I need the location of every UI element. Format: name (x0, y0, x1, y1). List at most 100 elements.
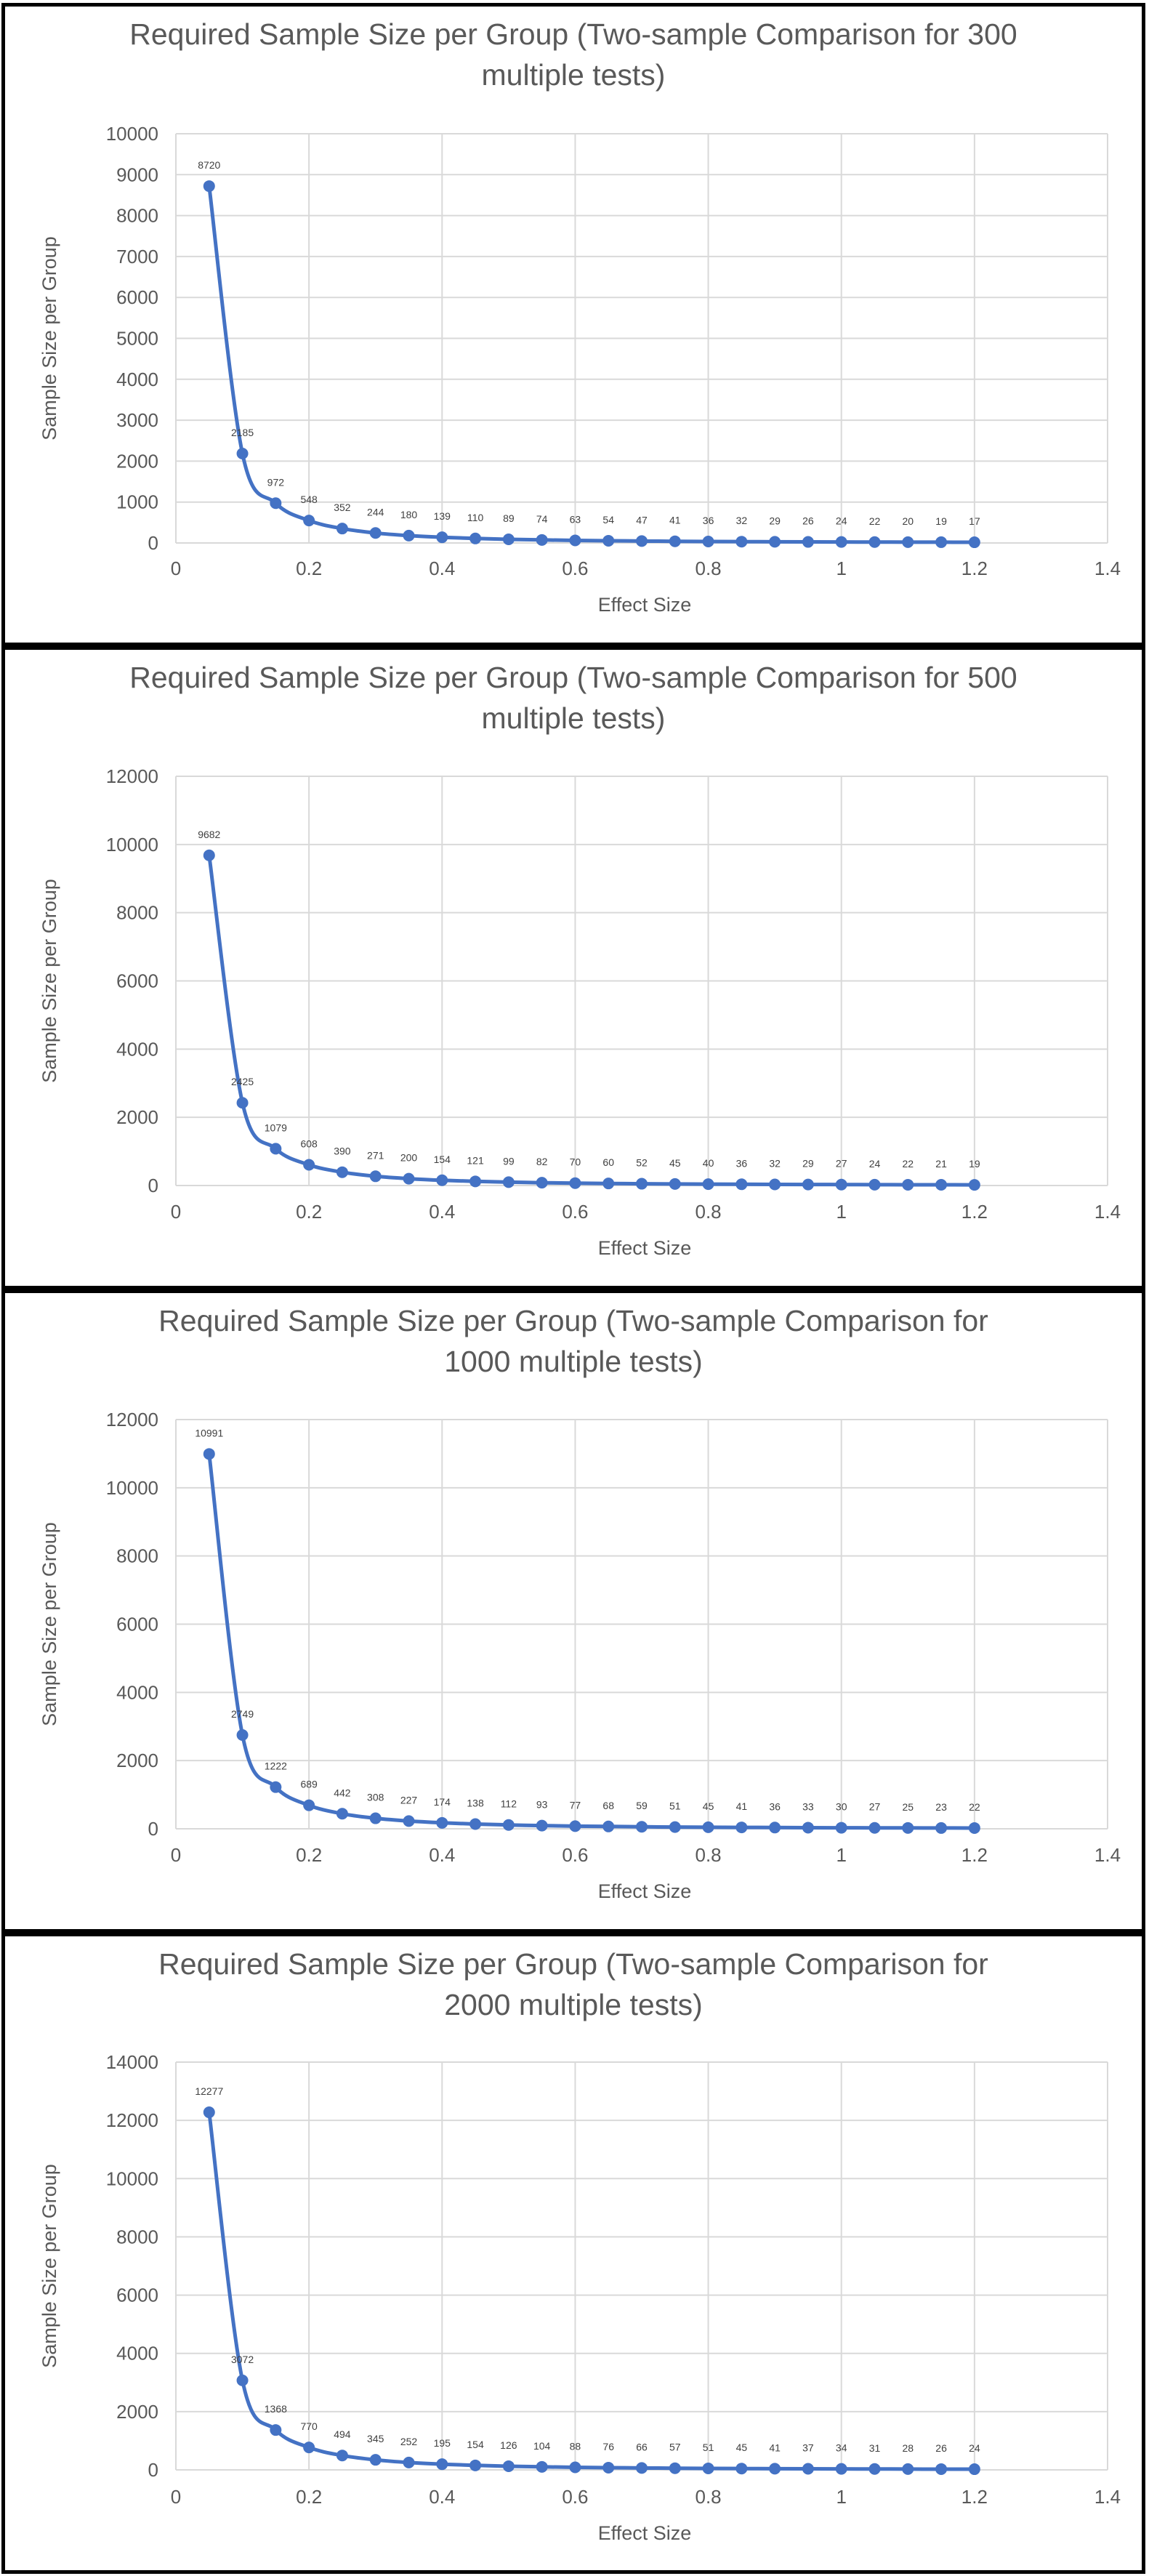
data-label: 180 (400, 509, 418, 520)
data-point (802, 536, 814, 548)
data-point (403, 1815, 415, 1827)
data-point (536, 1177, 548, 1189)
y-axis-label: Sample Size per Group (39, 2164, 60, 2368)
y-tick-label: 2000 (116, 1750, 158, 1771)
data-label: 45 (703, 1800, 714, 1812)
data-label: 23 (935, 1801, 947, 1813)
data-label: 70 (570, 1156, 581, 1168)
x-tick-label: 1.4 (1094, 1201, 1121, 1223)
data-point (336, 1166, 348, 1178)
x-tick-label: 1 (836, 558, 846, 579)
x-tick-label: 0.4 (429, 2486, 455, 2508)
x-tick-label: 0.6 (562, 1844, 588, 1866)
x-tick-label: 1.2 (961, 1201, 988, 1223)
data-label: 36 (769, 1800, 781, 1812)
data-label: 548 (300, 494, 318, 505)
data-label: 138 (467, 1798, 484, 1809)
data-point (270, 1143, 282, 1155)
y-tick-label: 5000 (116, 328, 158, 350)
data-point (436, 1174, 448, 1186)
data-label: 28 (902, 2442, 914, 2454)
data-label: 51 (669, 1800, 681, 1812)
data-label: 51 (703, 2442, 714, 2453)
data-point (868, 2463, 881, 2475)
y-tick-label: 10000 (106, 834, 158, 856)
y-axis-label: Sample Size per Group (39, 1522, 60, 1726)
data-point (569, 534, 581, 547)
x-tick-label: 1.4 (1094, 558, 1121, 579)
x-axis-label: Effect Size (598, 1880, 692, 1902)
data-point (236, 447, 249, 459)
x-tick-label: 0.8 (695, 2486, 721, 2508)
data-point (669, 535, 681, 547)
chart-title: Required Sample Size per Group (Two-samp… (158, 1304, 988, 1337)
data-point (735, 2463, 748, 2475)
data-point (702, 535, 714, 547)
data-point (336, 1808, 348, 1820)
data-label: 2749 (231, 1708, 254, 1720)
data-label: 174 (434, 1796, 451, 1808)
data-point (203, 180, 215, 193)
data-point (735, 536, 748, 548)
data-label: 608 (300, 1138, 318, 1149)
data-point (702, 1178, 714, 1191)
data-point (469, 2459, 482, 2471)
data-label: 57 (669, 2442, 681, 2453)
data-point (303, 2442, 315, 2454)
data-label: 352 (334, 502, 351, 513)
y-tick-label: 8000 (116, 902, 158, 924)
data-point (968, 1179, 980, 1191)
chart-title: multiple tests) (482, 58, 666, 92)
y-tick-label: 6000 (116, 286, 158, 308)
data-point (702, 1821, 714, 1833)
data-label: 41 (669, 515, 681, 526)
y-tick-label: 4000 (116, 369, 158, 390)
data-point (669, 1178, 681, 1190)
data-label: 27 (869, 1801, 881, 1813)
chart-title: multiple tests) (482, 701, 666, 735)
x-tick-label: 0.8 (695, 1201, 721, 1223)
data-label: 24 (836, 515, 847, 527)
y-tick-label: 2000 (116, 450, 158, 472)
data-label: 88 (570, 2440, 581, 2452)
y-tick-label: 4000 (116, 1681, 158, 1703)
data-label: 24 (869, 1158, 881, 1170)
x-tick-label: 0.6 (562, 2486, 588, 2508)
x-tick-label: 0.8 (695, 558, 721, 579)
y-tick-label: 9000 (116, 164, 158, 185)
data-label: 77 (570, 1799, 581, 1811)
data-point (769, 1178, 781, 1191)
data-label: 21 (935, 1158, 947, 1170)
data-label: 19 (935, 515, 947, 527)
data-label: 17 (969, 515, 980, 527)
y-tick-label: 6000 (116, 970, 158, 992)
data-point (835, 536, 847, 548)
data-point (270, 2424, 282, 2436)
data-label: 244 (367, 506, 384, 518)
data-label: 252 (400, 2436, 418, 2447)
data-point (669, 2462, 681, 2474)
y-axis-label: Sample Size per Group (39, 879, 60, 1083)
data-point (636, 2462, 648, 2474)
data-point (569, 1177, 581, 1189)
x-axis-label: Effect Size (598, 2522, 692, 2544)
data-point (636, 535, 648, 547)
x-tick-label: 0 (171, 558, 181, 579)
data-point (203, 849, 215, 861)
data-point (902, 1822, 914, 1834)
data-point (403, 529, 415, 542)
y-tick-label: 6000 (116, 2285, 158, 2306)
data-point (602, 2461, 615, 2474)
chart-svg: Required Sample Size per Group (Two-samp… (39, 17, 1121, 616)
y-tick-label: 3000 (116, 409, 158, 431)
data-point (303, 515, 315, 527)
data-label: 110 (467, 512, 484, 523)
data-label: 33 (802, 1800, 814, 1812)
data-label: 68 (602, 1800, 614, 1811)
data-label: 1079 (265, 1122, 287, 1133)
chart-title: Required Sample Size per Group (Two-samp… (129, 17, 1017, 51)
data-point (336, 2450, 348, 2462)
data-point (968, 536, 980, 549)
data-point (436, 2458, 448, 2471)
data-point (602, 1820, 615, 1832)
